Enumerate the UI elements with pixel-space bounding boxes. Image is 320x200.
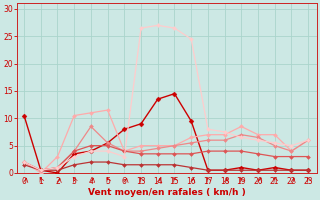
X-axis label: Vent moyen/en rafales ( km/h ): Vent moyen/en rafales ( km/h ) [88,188,246,197]
